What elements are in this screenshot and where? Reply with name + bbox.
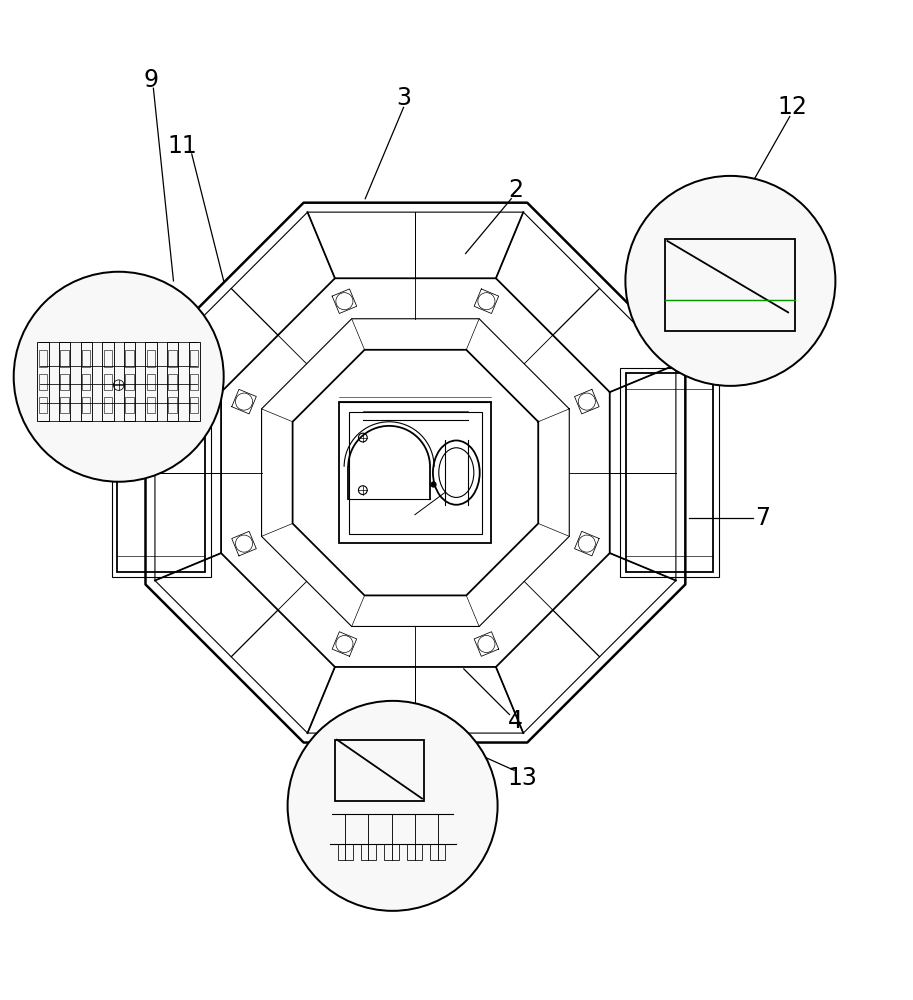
Bar — [39, 350, 47, 367]
Text: 4: 4 — [509, 709, 523, 733]
Bar — [361, 844, 376, 860]
Bar — [39, 374, 47, 390]
Bar — [169, 350, 177, 367]
Text: 2: 2 — [509, 178, 523, 202]
Bar — [190, 350, 198, 367]
Text: 3: 3 — [396, 86, 411, 110]
Bar — [104, 374, 112, 390]
Bar — [59, 342, 70, 421]
Bar — [169, 374, 177, 390]
Bar — [190, 374, 198, 390]
Bar — [80, 342, 92, 421]
Bar — [188, 342, 200, 421]
Bar — [338, 844, 352, 860]
Bar — [60, 350, 68, 367]
Bar — [335, 740, 424, 801]
Bar — [384, 844, 399, 860]
Bar — [145, 342, 157, 421]
Bar — [39, 397, 47, 413]
Bar — [349, 412, 482, 534]
Bar — [340, 402, 491, 543]
Bar — [625, 373, 713, 572]
Text: 7: 7 — [755, 506, 770, 530]
Text: 12: 12 — [778, 95, 807, 119]
Circle shape — [288, 701, 498, 911]
Bar — [118, 373, 205, 572]
Bar — [620, 368, 719, 577]
Bar — [104, 397, 112, 413]
Text: 11: 11 — [168, 134, 197, 158]
Circle shape — [14, 272, 224, 482]
Bar — [82, 350, 90, 367]
Bar — [169, 397, 177, 413]
Bar — [102, 342, 113, 421]
Bar — [147, 374, 155, 390]
Bar — [430, 844, 445, 860]
Text: 9: 9 — [143, 68, 158, 92]
Bar — [112, 368, 211, 577]
Bar — [147, 397, 155, 413]
Circle shape — [625, 176, 835, 386]
Bar — [82, 397, 90, 413]
Bar — [37, 342, 49, 421]
Text: 13: 13 — [508, 766, 537, 790]
Bar — [104, 350, 112, 367]
Bar — [82, 374, 90, 390]
Bar — [666, 239, 795, 331]
Bar — [125, 374, 133, 390]
Bar — [60, 397, 68, 413]
Bar — [125, 350, 133, 367]
Bar — [167, 342, 178, 421]
Bar — [125, 397, 133, 413]
Bar — [147, 350, 155, 367]
Bar — [60, 374, 68, 390]
Bar — [124, 342, 135, 421]
Bar — [407, 844, 422, 860]
Bar — [190, 397, 198, 413]
